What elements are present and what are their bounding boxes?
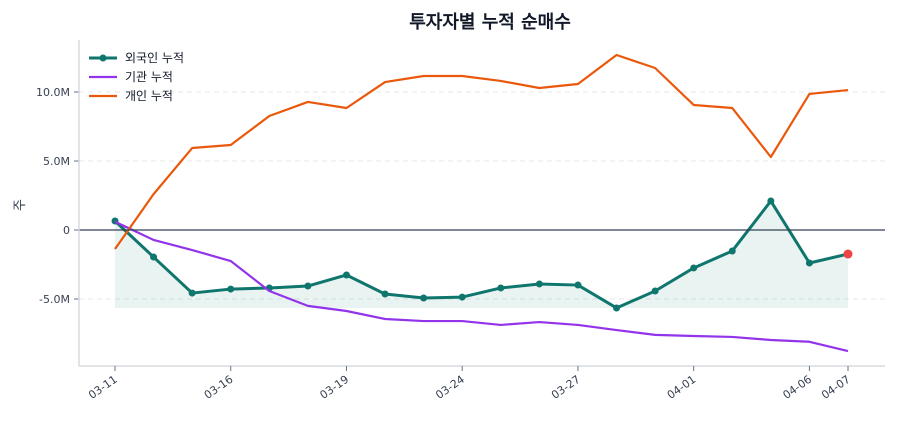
x-tick-label: 03-27 (549, 373, 583, 402)
x-tick-label: 04-06 (780, 373, 814, 402)
data-point (613, 304, 621, 312)
y-axis-label: 주 (13, 199, 28, 211)
data-point (381, 290, 389, 298)
last-point-marker (843, 249, 853, 259)
series-line-1 (114, 220, 849, 353)
data-point (767, 197, 775, 205)
y-tick-label: 5.0M (43, 155, 70, 168)
legend-label: 개인 누적 (125, 89, 173, 103)
legend-label: 기관 누적 (125, 70, 173, 84)
data-point (227, 285, 235, 293)
data-point (342, 271, 350, 279)
data-point (188, 289, 196, 297)
data-point (690, 264, 698, 272)
series-fill (115, 201, 848, 308)
data-point (150, 253, 158, 261)
data-point (535, 280, 543, 288)
data-point (805, 259, 813, 267)
data-point (651, 287, 659, 295)
y-tick-label: 0 (63, 224, 70, 237)
legend-label: 외국인 누적 (125, 51, 184, 65)
y-tick-label: 10.0M (36, 86, 70, 99)
data-point (458, 293, 466, 301)
x-tick-label: 04-01 (665, 373, 699, 402)
x-tick-label: 03-16 (202, 373, 236, 402)
data-point (304, 282, 312, 290)
data-point (574, 281, 582, 289)
data-point (728, 247, 736, 255)
chart-title: 투자자별 누적 순매수 (409, 12, 571, 33)
legend-marker (99, 54, 107, 62)
series-line-2 (114, 53, 849, 250)
series-line-0 (113, 199, 849, 310)
y-tick-label: -5.0M (39, 293, 70, 306)
data-point (420, 294, 428, 302)
x-tick-label: 03-19 (318, 373, 352, 402)
data-point (497, 284, 505, 292)
x-tick-label: 03-11 (86, 373, 120, 402)
x-tick-label: 03-24 (433, 373, 467, 402)
x-tick-label: 04-07 (819, 373, 853, 402)
